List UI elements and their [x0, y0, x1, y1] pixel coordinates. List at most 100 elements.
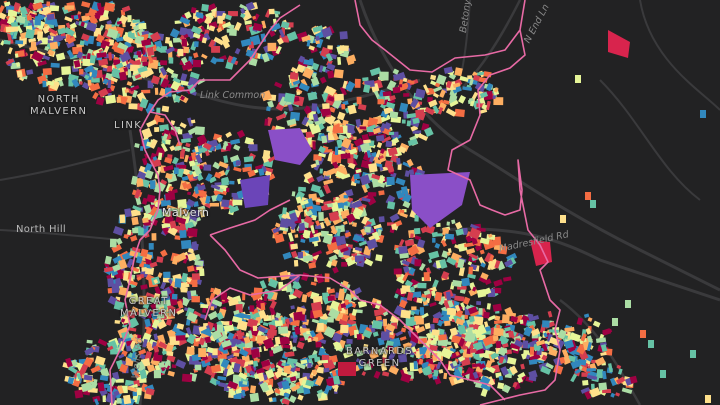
building-footprint: [105, 94, 117, 105]
building-footprint: [79, 81, 83, 85]
building-footprint: [447, 248, 452, 254]
building-footprint: [216, 136, 223, 143]
building-footprint: [351, 199, 363, 210]
building-footprint: [254, 163, 265, 170]
building-footprint: [212, 348, 218, 356]
building-footprint: [180, 287, 188, 293]
building-footprint: [306, 209, 313, 217]
building-footprint: [392, 68, 400, 75]
building-footprint: [342, 80, 348, 89]
building-footprint: [233, 309, 240, 315]
building-footprint: [406, 342, 413, 349]
building-footprint: [118, 385, 128, 394]
building-footprint: [190, 242, 199, 250]
building-footprint: [221, 12, 227, 21]
building-footprint: [249, 305, 255, 312]
building-footprint: [309, 330, 317, 338]
building-footprint: [399, 102, 409, 113]
building-footprint: [0, 12, 7, 20]
building-footprint: [192, 282, 198, 287]
building-footprint: [169, 145, 176, 152]
building-footprint: [476, 71, 485, 76]
building-footprint: [128, 103, 138, 110]
building-footprint: [199, 268, 205, 277]
building-footprint: [387, 345, 394, 351]
place-label-north-malvern: NORTH MALVERN: [30, 94, 88, 117]
building-footprint: [176, 168, 185, 178]
building-footprint: [459, 75, 469, 83]
building-footprint: [501, 314, 510, 324]
building-footprint: [153, 369, 162, 379]
building-footprint: [583, 313, 590, 319]
building-footprint: [160, 249, 168, 258]
building-footprint: [82, 58, 91, 67]
building-footprint: [128, 327, 137, 332]
building-footprint: [84, 346, 95, 356]
building-footprint: [479, 91, 489, 99]
building-footprint: [271, 344, 283, 354]
building-footprint: [212, 161, 221, 170]
building-footprint: [291, 250, 298, 258]
building-footprint: [467, 273, 476, 280]
building-footprint: [132, 391, 138, 397]
building-footprint: [79, 363, 89, 374]
building-footprint: [236, 320, 248, 331]
building-footprint: [458, 337, 466, 347]
building-footprint: [416, 297, 423, 304]
building-footprint: [419, 307, 425, 316]
building-footprint: [80, 381, 93, 392]
building-footprint: [417, 282, 427, 289]
building-footprint: [553, 364, 564, 375]
building-footprint: [142, 157, 148, 166]
building-footprint: [42, 80, 47, 88]
place-label-malvern: Malvern: [162, 206, 210, 219]
building-footprint: [328, 254, 338, 262]
building-footprint: [290, 222, 297, 231]
building-footprint: [172, 76, 181, 84]
building-footprint: [3, 39, 11, 45]
building-footprint: [171, 313, 175, 318]
building-footprint: [418, 263, 426, 272]
building-footprint: [65, 34, 71, 43]
building-footprint: [98, 58, 109, 66]
building-footprint: [228, 11, 238, 17]
building-footprint: [472, 286, 477, 292]
building-footprint: [123, 35, 134, 44]
building-footprint: [361, 215, 370, 226]
building-footprint: [103, 266, 114, 273]
building-footprint: [395, 288, 407, 298]
building-footprint: [492, 95, 497, 100]
building-footprint: [196, 13, 204, 19]
building-footprint: [503, 276, 512, 282]
building-footprint: [472, 341, 484, 351]
building-footprint: [210, 184, 221, 190]
building-footprint: [509, 365, 518, 375]
building-footprint: [326, 70, 335, 79]
building-footprint: [493, 327, 504, 337]
building-footprint: [85, 21, 98, 32]
building-footprint: [79, 69, 84, 75]
building-footprint: [160, 60, 168, 66]
building-footprint: [343, 205, 349, 211]
building-footprint: [297, 252, 304, 259]
building-footprint: [140, 55, 148, 63]
building-footprint: [498, 356, 505, 364]
building-footprint: [111, 285, 120, 294]
building-footprint: [296, 341, 305, 350]
building-footprint: [310, 301, 323, 312]
building-footprint: [165, 342, 175, 353]
building-footprint: [158, 341, 169, 350]
purple-area: [240, 175, 270, 208]
building-footprint: [357, 300, 368, 308]
building-footprint: [300, 238, 306, 243]
building-footprint: [289, 72, 299, 80]
building-footprint: [437, 107, 444, 115]
building-footprint: [49, 41, 59, 50]
building-footprint: [216, 311, 224, 321]
building-footprint: [165, 87, 172, 97]
building-footprint: [131, 351, 137, 362]
building-footprint: [266, 106, 271, 112]
